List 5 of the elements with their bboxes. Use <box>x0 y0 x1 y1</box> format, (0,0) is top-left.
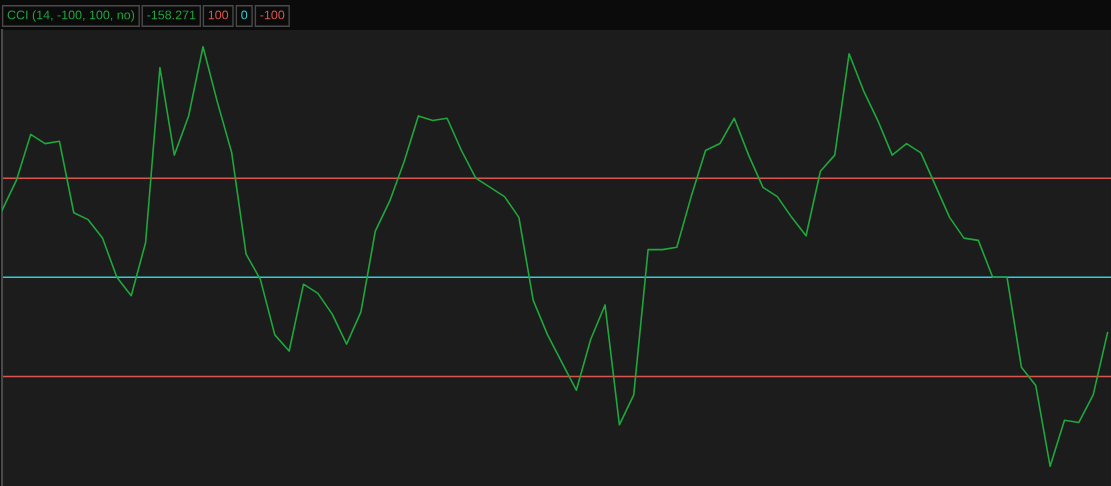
text: 100 <box>208 10 229 20</box>
text: -158.271 <box>147 10 196 20</box>
text: 0 <box>241 10 248 20</box>
chart-title: CCI (14, -100, 100, no) <box>7 10 135 22</box>
text: -100 <box>260 10 285 20</box>
